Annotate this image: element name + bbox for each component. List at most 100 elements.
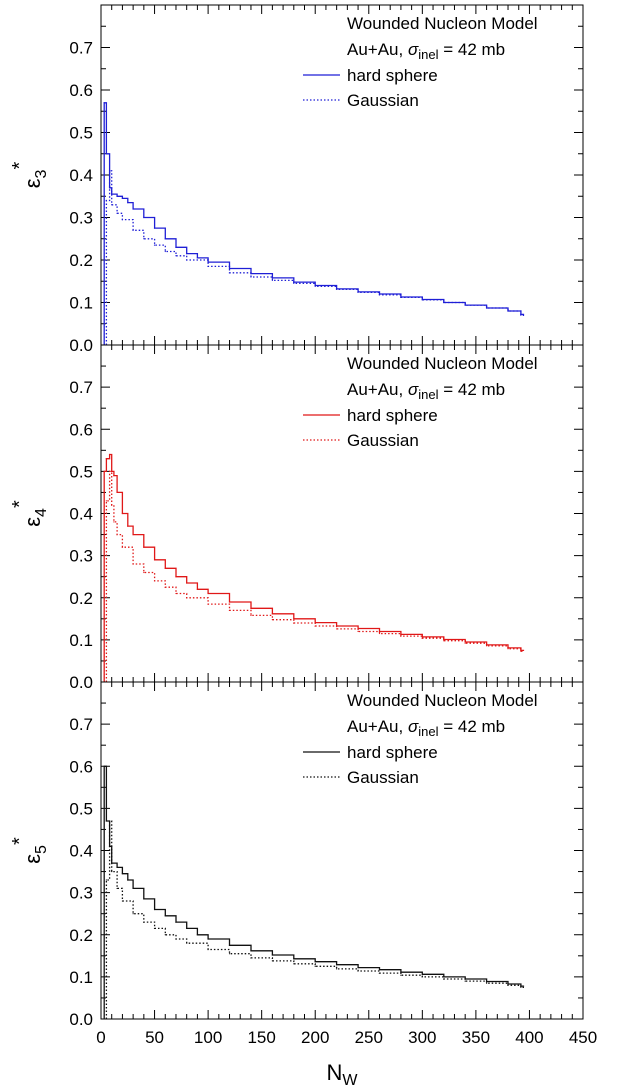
- x-tick-label: 450: [569, 1028, 597, 1047]
- legend-system: Au+Au, σinel = 42 mb: [347, 717, 505, 739]
- y-tick-label: 0.5: [69, 124, 93, 143]
- y-tick-label: 0.4: [69, 505, 93, 524]
- legend-sigma-sub: inel: [418, 387, 438, 402]
- series-point: [105, 820, 107, 822]
- series-point: [443, 640, 445, 642]
- series-point: [186, 253, 188, 255]
- y-tick-label: 0.2: [69, 589, 93, 608]
- series-point: [507, 984, 509, 986]
- series-point: [186, 259, 188, 261]
- y-tick-label: 0.6: [69, 757, 93, 776]
- series-point: [186, 942, 188, 944]
- series-point: [116, 533, 118, 536]
- series-point: [121, 873, 124, 875]
- series-point: [116, 212, 118, 214]
- y-tick-label: 0.0: [69, 1010, 93, 1029]
- series-point: [207, 948, 209, 951]
- series-point: [250, 614, 252, 617]
- x-axis-title-main: N: [327, 1060, 343, 1085]
- series-point: [400, 633, 402, 635]
- series-point: [143, 921, 145, 923]
- series-point: [228, 601, 231, 603]
- legend-title: Wounded Nucleon Model: [347, 691, 538, 710]
- y-axis-superscript: *: [9, 500, 31, 508]
- series-point: [164, 915, 166, 917]
- x-tick-label: 0: [96, 1028, 105, 1047]
- series-point: [186, 927, 188, 930]
- series-point: [113, 474, 115, 477]
- series-point: [357, 967, 359, 969]
- y-tick-label: 0.4: [69, 166, 93, 185]
- legend-system: Au+Au, σinel = 42 mb: [347, 40, 505, 62]
- series-point: [520, 986, 522, 989]
- y-tick-label: 0.2: [69, 251, 93, 270]
- series-point: [520, 314, 522, 316]
- series-point: [132, 533, 134, 536]
- series-point: [121, 546, 124, 548]
- series-point: [207, 603, 209, 605]
- series-point: [314, 285, 316, 287]
- series-point: [228, 272, 231, 274]
- legend-sigma: σ: [408, 40, 419, 59]
- series-point: [186, 582, 188, 584]
- y-tick-label: 0.1: [69, 631, 93, 650]
- y-tick-label: 0.3: [69, 547, 93, 566]
- series-point: [293, 963, 295, 965]
- y-tick-label: 0.6: [69, 81, 93, 100]
- legend-label-hard-sphere: hard sphere: [347, 743, 438, 762]
- series-point: [186, 597, 188, 599]
- series-point: [378, 294, 381, 296]
- series-point: [121, 512, 124, 515]
- y-tick-label: 0.5: [69, 799, 93, 818]
- series-point: [196, 588, 198, 590]
- series-point: [314, 965, 316, 967]
- series-point: [105, 153, 107, 155]
- series-point: [421, 976, 423, 978]
- x-tick-label: 100: [194, 1028, 222, 1047]
- series-point: [443, 301, 445, 304]
- series-point: [207, 265, 209, 267]
- series-point: [132, 229, 134, 231]
- series-point: [103, 470, 105, 472]
- series-point: [175, 938, 177, 940]
- series-point: [293, 622, 295, 624]
- series-point: [113, 521, 115, 523]
- legend-system-text: Au+Au,: [347, 40, 408, 59]
- series-point: [271, 960, 273, 962]
- series-point: [400, 296, 402, 298]
- series-point: [132, 913, 134, 915]
- series-point: [105, 500, 107, 502]
- y-tick-label: 0.3: [69, 209, 93, 228]
- panel-5: 0.0 0.1 0.2 0.3 0.4 0.5 0.6 0.7 ε5* Wounded Nucle…: [9, 681, 584, 1029]
- series-point: [116, 866, 118, 868]
- series-point: [153, 908, 156, 911]
- series-point: [132, 887, 134, 890]
- series-point: [143, 898, 145, 900]
- legend-system: Au+Au, σinel = 42 mb: [347, 380, 505, 402]
- series-point: [164, 934, 166, 936]
- series-gaussian-line: [105, 170, 525, 345]
- legend-system-text: Au+Au,: [347, 380, 408, 399]
- y-tick-label: 0.0: [69, 673, 93, 692]
- series-point: [111, 470, 113, 472]
- series-hard-sphere-line: [103, 102, 525, 345]
- series-point: [108, 170, 111, 172]
- legend-sigma-value: = 42 mb: [438, 380, 505, 399]
- legend-sigma: σ: [408, 717, 419, 736]
- series-point: [250, 276, 252, 278]
- series-point: [357, 970, 359, 972]
- series-point: [127, 879, 129, 881]
- series-point: [271, 613, 273, 615]
- series-point: [127, 525, 129, 527]
- x-axis-title-sub: W: [342, 1072, 358, 1089]
- series-point: [464, 304, 466, 306]
- series-point: [175, 576, 177, 578]
- series-point: [486, 307, 488, 309]
- legend-label-hard-sphere: hard sphere: [347, 406, 438, 425]
- series-point: [175, 921, 177, 923]
- series-gaussian-line: [105, 820, 525, 1019]
- y-axis-subscript: 3: [33, 169, 50, 178]
- series-point: [271, 619, 273, 621]
- series-point: [507, 983, 509, 985]
- y-axis-title: ε3*: [9, 162, 50, 189]
